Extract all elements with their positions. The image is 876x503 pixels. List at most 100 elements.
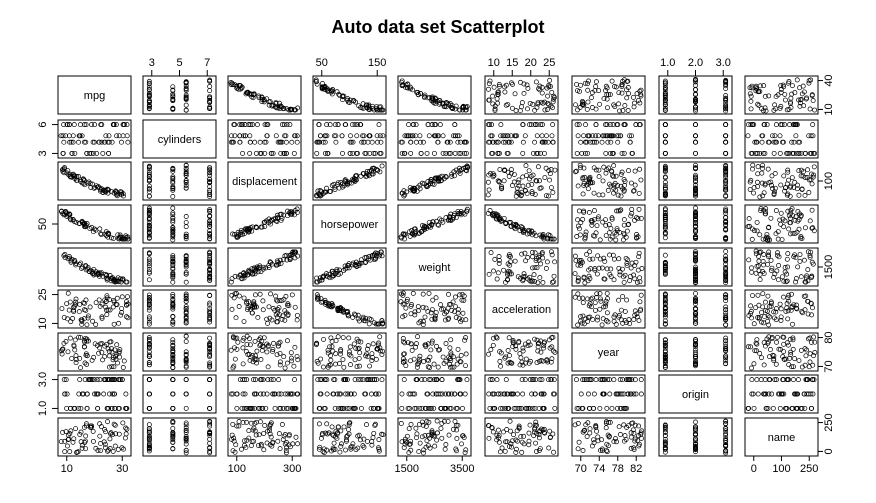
data-point (115, 343, 119, 347)
data-point (123, 436, 127, 440)
data-point (553, 406, 557, 410)
data-point (604, 426, 608, 430)
data-point (600, 140, 604, 144)
data-point (621, 238, 625, 242)
data-point (749, 99, 753, 103)
data-point (616, 298, 620, 302)
data-point (280, 422, 284, 426)
data-point (811, 98, 815, 102)
data-point (208, 378, 212, 382)
data-point (612, 163, 616, 167)
data-point (418, 134, 422, 138)
data-point (504, 103, 508, 107)
scatter-panel (143, 205, 216, 243)
data-point (417, 449, 421, 453)
data-point (255, 349, 259, 353)
data-point (463, 336, 467, 340)
data-point (120, 310, 124, 314)
data-point (755, 342, 759, 346)
data-point (124, 392, 128, 396)
data-point (171, 406, 175, 410)
data-point (724, 359, 728, 363)
scatter-panel (143, 333, 216, 371)
data-point (293, 305, 297, 309)
data-point (66, 350, 70, 354)
data-point (790, 84, 794, 88)
data-point (546, 94, 550, 98)
data-point (266, 365, 270, 369)
data-point (770, 174, 774, 178)
data-point (463, 364, 467, 368)
data-point (520, 100, 524, 104)
data-point (536, 165, 540, 169)
data-point (441, 134, 445, 138)
data-point (513, 92, 517, 96)
data-point (617, 257, 621, 261)
data-point (586, 88, 590, 92)
data-point (238, 140, 242, 144)
data-point (785, 257, 789, 261)
data-point (278, 447, 282, 451)
data-point (124, 426, 128, 430)
data-point (778, 406, 782, 410)
data-point (456, 347, 460, 351)
data-point (789, 292, 793, 296)
data-point (102, 440, 106, 444)
data-point (530, 250, 534, 254)
scatter-panel (143, 162, 216, 200)
data-point (355, 365, 359, 369)
data-point (612, 319, 616, 323)
data-point (612, 378, 616, 382)
data-point (83, 439, 87, 443)
data-point (351, 442, 355, 446)
data-point (443, 447, 447, 451)
data-point (497, 440, 501, 444)
data-point (586, 392, 590, 396)
data-point (761, 163, 765, 167)
data-point (786, 343, 790, 347)
data-point (640, 266, 644, 270)
data-point (439, 426, 443, 430)
data-point (427, 291, 431, 295)
data-point (639, 178, 643, 182)
data-point (417, 357, 421, 361)
data-point (441, 151, 445, 155)
data-point (612, 175, 616, 179)
data-point (464, 352, 468, 356)
data-point (409, 140, 413, 144)
data-point (614, 238, 618, 242)
data-point (503, 356, 507, 360)
data-point (544, 166, 548, 170)
data-point (409, 151, 413, 155)
data-point (435, 438, 439, 442)
data-point (268, 292, 272, 296)
data-point (628, 140, 632, 144)
data-point (579, 392, 583, 396)
data-point (498, 364, 502, 368)
data-point (597, 168, 601, 172)
data-point (315, 151, 319, 155)
data-point (367, 322, 371, 326)
data-point (789, 308, 793, 312)
data-point (263, 423, 267, 427)
data-point (295, 140, 299, 144)
data-point (104, 305, 108, 309)
data-point (547, 446, 551, 450)
data-point (491, 343, 495, 347)
data-point (756, 293, 760, 297)
data-point (504, 378, 508, 382)
data-point (797, 193, 801, 197)
data-point (593, 308, 597, 312)
data-point (770, 134, 774, 138)
data-point (540, 134, 544, 138)
data-point (184, 448, 188, 452)
data-point (233, 357, 237, 361)
data-point (242, 296, 246, 300)
data-point (639, 378, 643, 382)
data-point (693, 123, 697, 127)
data-point (85, 151, 89, 155)
data-point (772, 103, 776, 107)
data-point (551, 450, 555, 454)
data-point (241, 362, 245, 366)
